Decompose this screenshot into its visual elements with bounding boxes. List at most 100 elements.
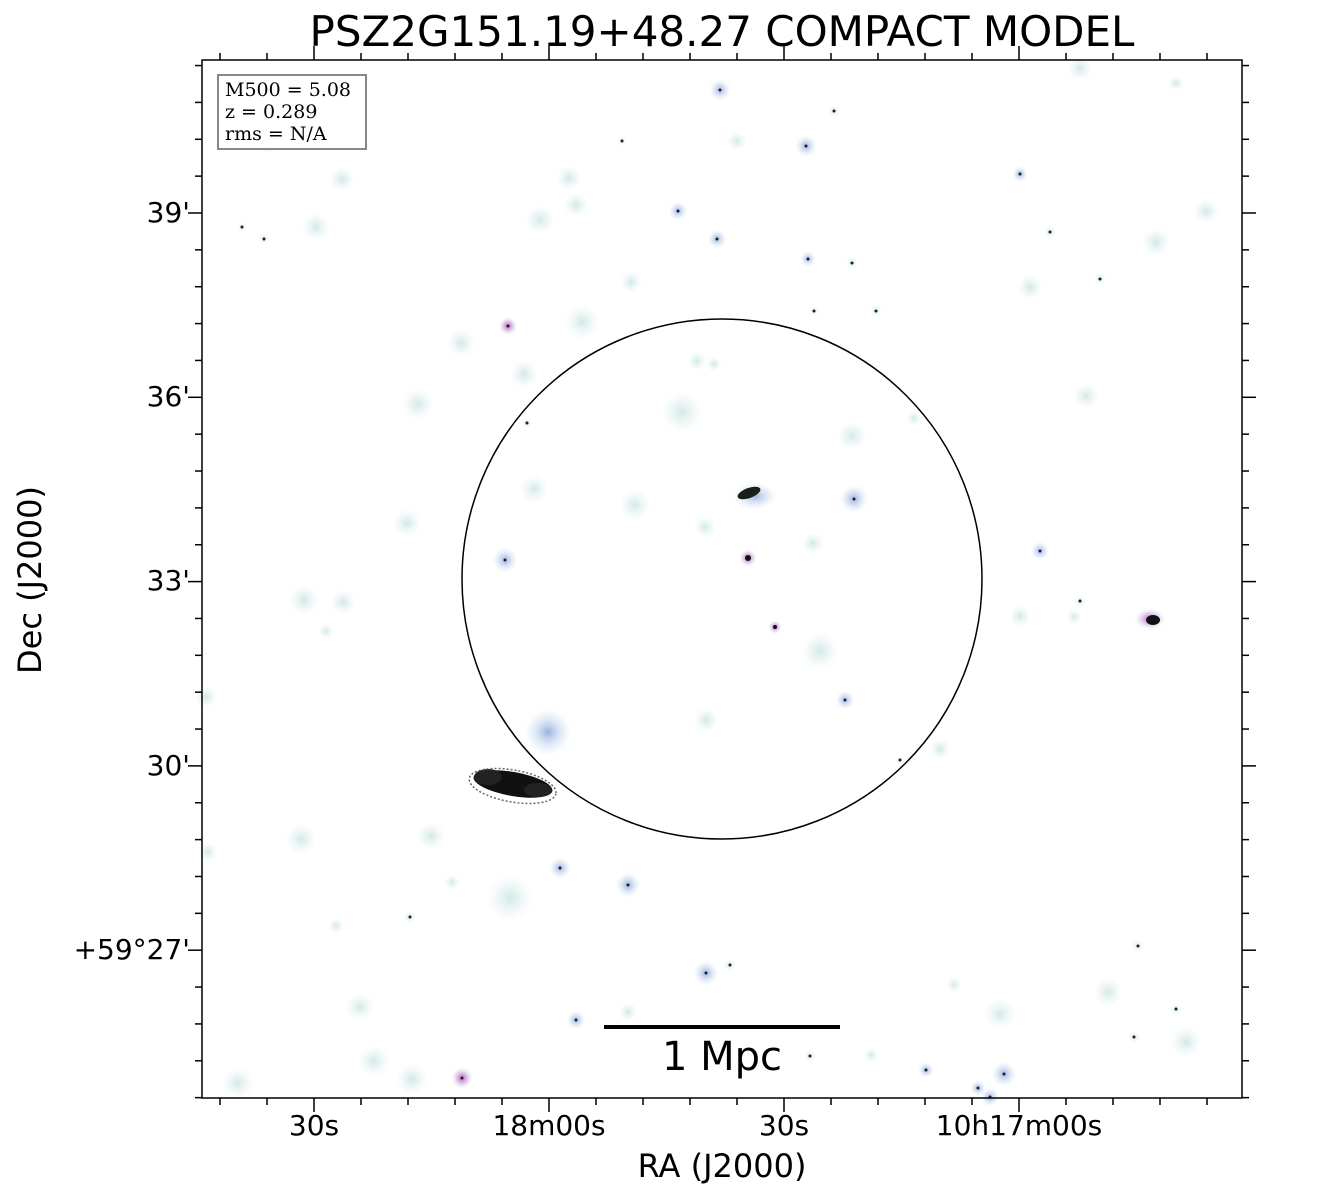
- x-tick-label: 10h17m00s: [935, 1109, 1103, 1142]
- point-source-core: [812, 309, 816, 313]
- point-source: [928, 737, 952, 761]
- point-source: [619, 489, 651, 521]
- y-tick-label: 33': [146, 564, 190, 597]
- point-source: [837, 421, 867, 451]
- point-source-core: [503, 558, 507, 562]
- point-source: [444, 874, 460, 890]
- point-source-core: [1018, 172, 1022, 176]
- point-source: [1170, 1026, 1202, 1058]
- x-tick-label: 18m00s: [492, 1109, 606, 1142]
- point-source: [556, 165, 582, 191]
- point-source-core: [1002, 1072, 1006, 1076]
- point-source-core: [620, 139, 624, 143]
- point-source-core: [898, 758, 902, 762]
- r500-circle: [461, 318, 983, 840]
- point-source: [1017, 274, 1043, 300]
- plot-title: PSZ2G151.19+48.27 COMPACT MODEL: [309, 7, 1135, 56]
- rms-text: rms = N/A: [225, 123, 327, 145]
- point-source-core: [626, 883, 630, 887]
- point-source: [1067, 55, 1093, 81]
- y-tick-label: 30': [146, 749, 190, 782]
- point-source-core: [832, 109, 836, 113]
- point-source-core: [843, 698, 847, 702]
- point-source-core: [852, 497, 856, 501]
- point-source: [906, 410, 922, 426]
- point-source-core: [704, 971, 708, 975]
- point-source: [358, 1045, 390, 1077]
- point-source-core: [676, 209, 680, 213]
- point-source-core: [1136, 944, 1140, 948]
- point-source: [984, 998, 1016, 1030]
- point-source: [222, 1067, 254, 1099]
- point-source-core: [558, 866, 562, 870]
- point-source: [1093, 977, 1123, 1007]
- point-source-core: [1132, 1035, 1136, 1039]
- point-source: [661, 391, 703, 433]
- point-source-core: [850, 261, 854, 265]
- axis-ticks: [188, 46, 1256, 1112]
- point-source-core: [408, 915, 412, 919]
- point-source: [318, 623, 334, 639]
- point-source: [1193, 198, 1219, 224]
- point-source: [330, 589, 356, 615]
- point-source: [1141, 227, 1171, 257]
- point-source-core: [715, 237, 719, 241]
- point-source: [1008, 604, 1032, 628]
- diffuse-blob-left: [486, 708, 572, 922]
- point-source-core: [924, 1068, 928, 1072]
- y-tick-label: 39': [146, 196, 190, 229]
- point-source: [328, 918, 344, 934]
- point-source: [693, 515, 717, 539]
- point-source-core: [808, 1054, 812, 1058]
- bright-source-right: [1134, 608, 1166, 630]
- point-source: [519, 474, 549, 504]
- point-source-core: [718, 88, 722, 92]
- point-source: [706, 356, 722, 372]
- y-tick-label: 36': [146, 380, 190, 413]
- point-source: [416, 821, 446, 851]
- bright-galaxy-lower-left: [468, 767, 557, 805]
- mass-text: M500 = 5.08: [225, 79, 352, 101]
- point-source: [564, 304, 600, 340]
- x-tick-label: 30s: [288, 1109, 340, 1142]
- point-source: [198, 842, 218, 862]
- y-axis-label: Dec (J2000): [11, 486, 49, 674]
- redshift-text: z = 0.289: [225, 101, 318, 123]
- point-source-core: [574, 1018, 578, 1022]
- point-source-core: [262, 237, 266, 241]
- point-source-core: [976, 1086, 980, 1090]
- bright-source-center: [733, 482, 782, 634]
- point-source-core: [728, 963, 732, 967]
- point-source-core: [874, 309, 878, 313]
- point-source-core: [1098, 277, 1102, 281]
- point-source: [687, 351, 707, 371]
- scale-bar-label: 1 Mpc: [661, 1034, 783, 1080]
- point-source: [392, 508, 422, 538]
- point-source: [446, 328, 476, 358]
- point-source-core: [525, 421, 529, 425]
- point-source: [563, 192, 589, 218]
- point-source: [693, 707, 719, 733]
- cluster-info-box: M500 = 5.08 z = 0.289 rms = N/A: [217, 74, 367, 150]
- point-source-core: [806, 257, 810, 261]
- source-layer: [194, 55, 1219, 1107]
- point-source: [1168, 75, 1184, 91]
- point-source-core: [506, 324, 510, 328]
- plot-frame: [201, 59, 1243, 1099]
- x-tick-label: 30s: [758, 1109, 810, 1142]
- x-axis-label: RA (J2000): [637, 1147, 807, 1185]
- point-source-core: [240, 225, 244, 229]
- point-source: [396, 1063, 428, 1095]
- point-source-core: [1038, 549, 1042, 553]
- point-source: [345, 992, 375, 1022]
- point-source: [946, 977, 962, 993]
- point-source: [863, 1047, 879, 1063]
- point-source: [402, 388, 434, 420]
- point-source: [800, 631, 840, 671]
- point-source: [1066, 609, 1082, 625]
- point-source-core: [460, 1076, 464, 1080]
- point-source: [619, 270, 643, 294]
- point-source: [727, 131, 747, 151]
- point-source: [194, 685, 218, 709]
